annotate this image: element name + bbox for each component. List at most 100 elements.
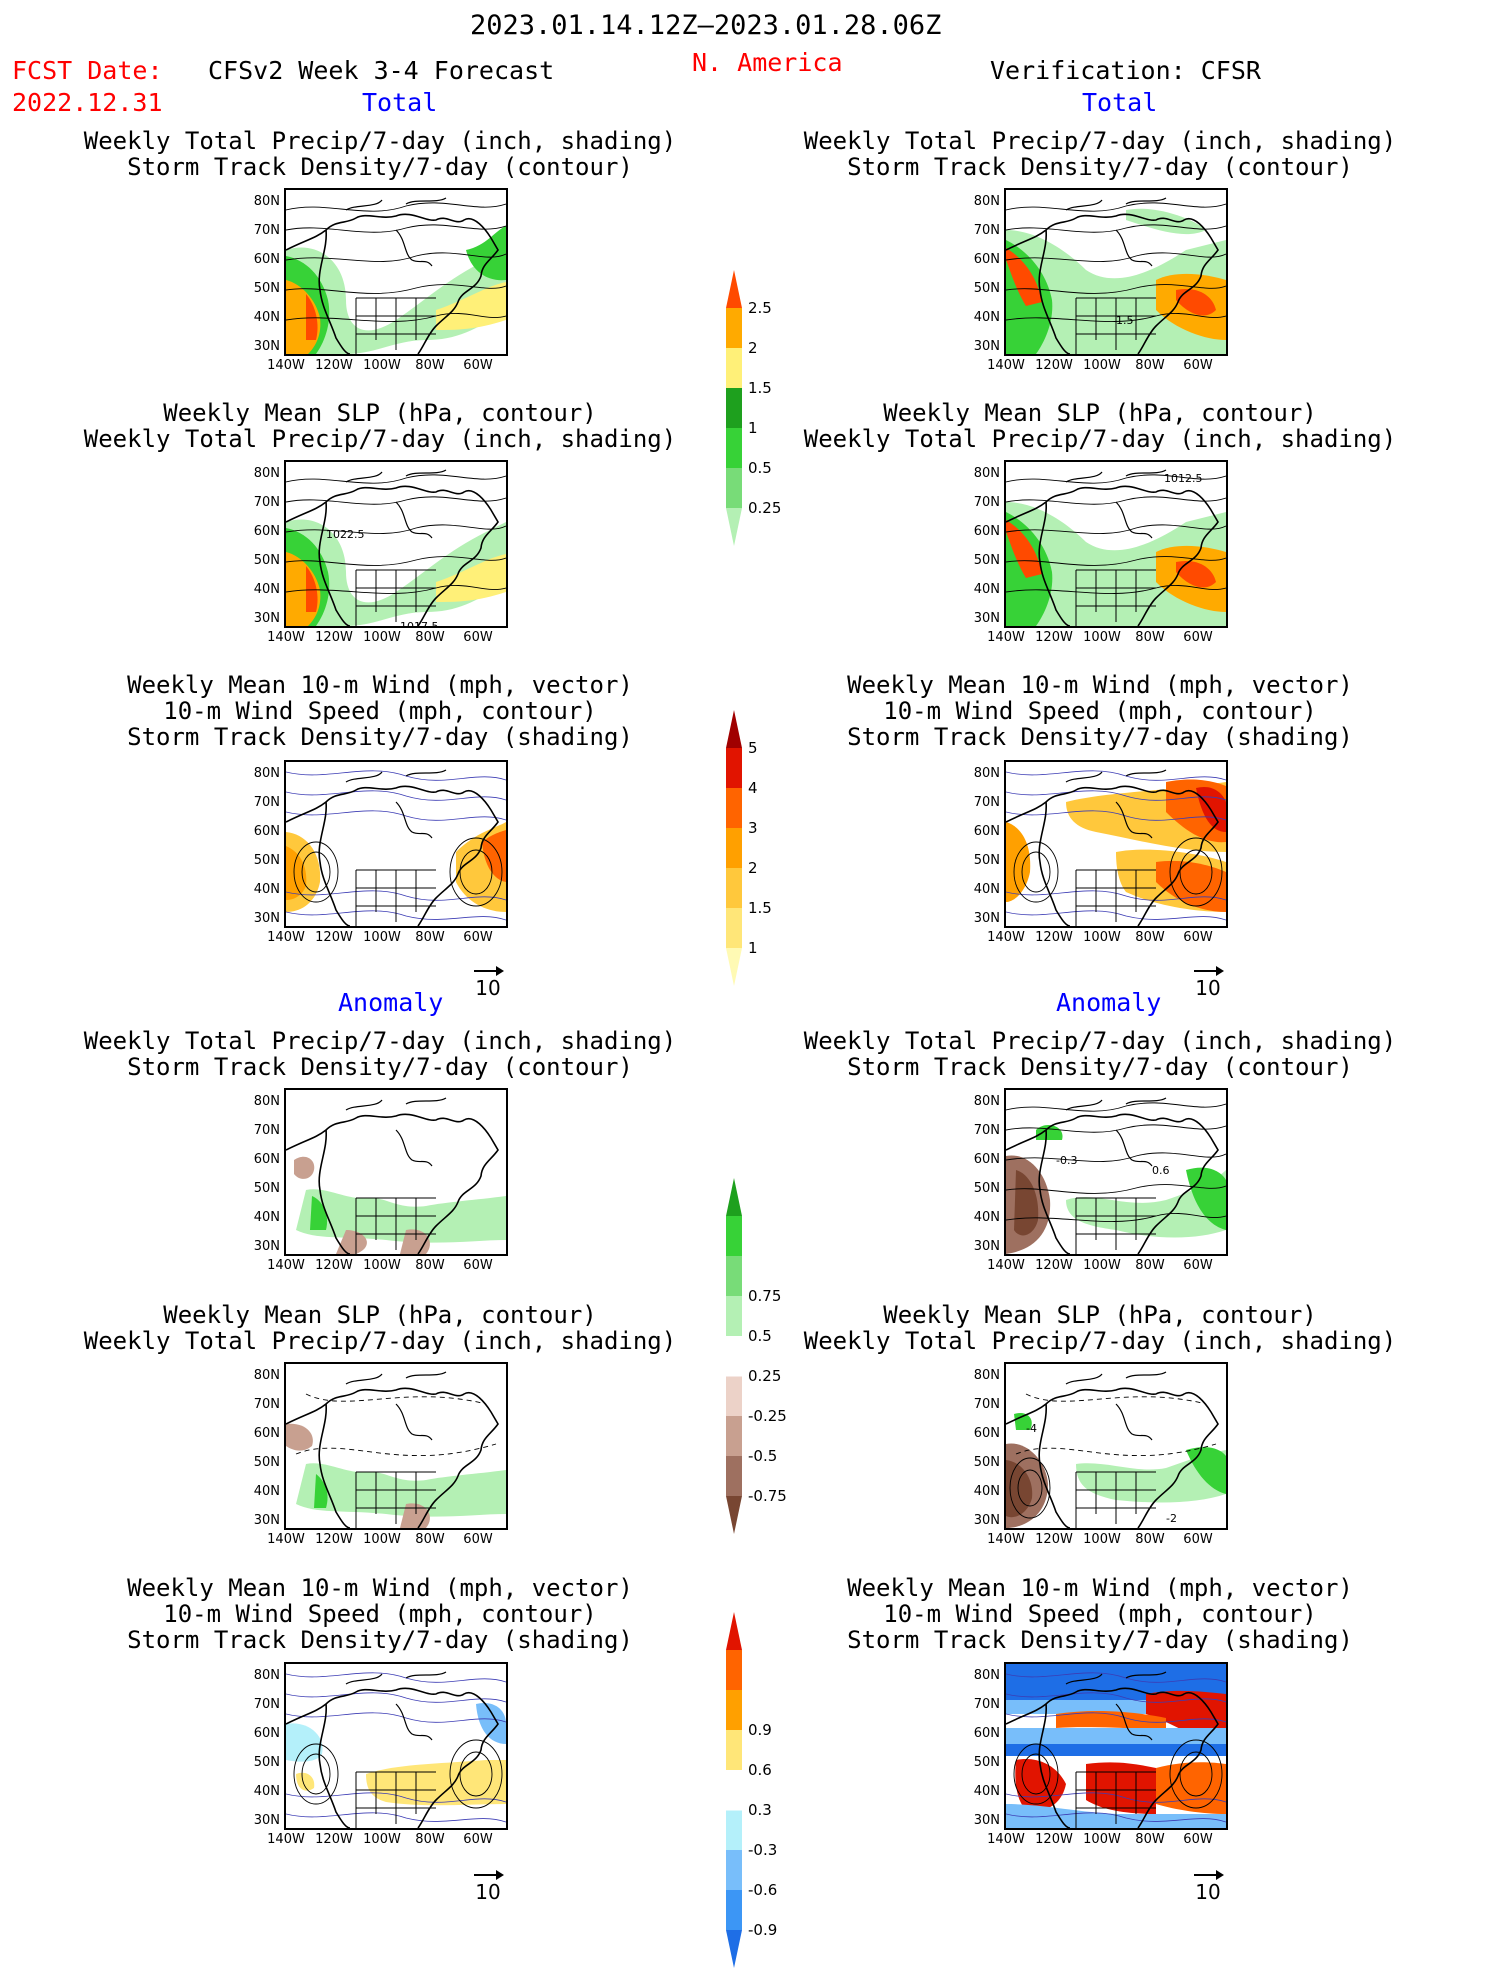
colorbar-swatches xyxy=(725,1178,743,1534)
lat-tick-label: 30N xyxy=(253,1813,280,1828)
lon-tick-label: 60W xyxy=(1183,358,1213,373)
lat-tick-label: 50N xyxy=(973,281,1000,296)
title-line: Weekly Total Precip/7-day (inch, shading… xyxy=(83,1327,677,1355)
lat-tick-label: 30N xyxy=(973,1513,1000,1528)
title-line: Storm Track Density/7-day (contour) xyxy=(847,1053,1353,1081)
lon-tick-label: 60W xyxy=(1183,1832,1213,1847)
colorbar-swatch xyxy=(726,1890,742,1930)
lat-tick-label: 80N xyxy=(253,1668,280,1683)
vector-arrow-icon xyxy=(1188,1870,1228,1880)
lat-tick-label: 60N xyxy=(253,1152,280,1167)
lon-tick-label: 100W xyxy=(1083,930,1121,945)
title-line: Storm Track Density/7-day (shading) xyxy=(127,1626,633,1654)
lon-tick-label: 60W xyxy=(463,358,493,373)
map-fc-precip-anom xyxy=(284,1088,508,1256)
vector-arrow-icon xyxy=(468,1870,508,1880)
contour-label: -0.3 xyxy=(1056,1154,1078,1167)
lat-tick-label: 40N xyxy=(973,882,1000,897)
lon-tick-label: 140W xyxy=(267,1532,305,1547)
lon-tick-label: 80W xyxy=(1135,630,1165,645)
colorbar-tick-label: -0.75 xyxy=(748,1487,787,1505)
lon-tick-label: 80W xyxy=(415,358,445,373)
lon-tick-label: 100W xyxy=(363,1258,401,1273)
vector-ref-label: 10 xyxy=(1195,1880,1221,1904)
lat-tick-label: 40N xyxy=(253,1784,280,1799)
lat-tick-label: 70N xyxy=(253,495,280,510)
lon-tick-label: 80W xyxy=(415,930,445,945)
colorbar-swatch xyxy=(726,468,742,508)
lat-tick-label: 50N xyxy=(253,1755,280,1770)
colorbar-tick-label: 0.6 xyxy=(748,1761,772,1779)
lat-tick-label: 70N xyxy=(973,495,1000,510)
lon-tick-label: 60W xyxy=(463,1532,493,1547)
lat-tick-label: 40N xyxy=(973,1784,1000,1799)
contour-label: -4 xyxy=(1026,1422,1037,1435)
map-ob-slp-precip: 1012.5 xyxy=(1004,460,1228,628)
lon-tick-label: 120W xyxy=(1035,1832,1073,1847)
lon-tick-label: 100W xyxy=(363,630,401,645)
lat-tick-label: 40N xyxy=(973,1484,1000,1499)
colorbar-tick-label: 3 xyxy=(748,819,758,837)
vector-arrow-icon xyxy=(468,966,508,976)
fcst-date-value: 2022.12.31 xyxy=(12,88,163,117)
title-line: Storm Track Density/7-day (contour) xyxy=(847,153,1353,181)
colorbar-swatch xyxy=(726,1850,742,1890)
lon-tick-label: 60W xyxy=(1183,930,1213,945)
colorbar-swatch xyxy=(726,828,742,868)
colorbar-swatch xyxy=(726,1930,742,1968)
period-title: 2023.01.14.12Z–2023.01.28.06Z xyxy=(470,10,942,41)
colorbar-swatch xyxy=(726,1296,742,1336)
map-fc-precip-storm xyxy=(284,188,508,356)
vector-reference: 10 xyxy=(1188,1870,1228,1904)
title-line: Weekly Mean SLP (hPa, contour) xyxy=(163,1301,597,1329)
colorbar-swatch xyxy=(726,788,742,828)
lat-tick-label: 30N xyxy=(253,611,280,626)
lat-tick-label: 30N xyxy=(973,611,1000,626)
panel-fc-wind-anom-title: Weekly Mean 10-m Wind (mph, vector) 10-m … xyxy=(80,1575,680,1653)
vector-ref-label: 10 xyxy=(475,976,501,1000)
colorbar-swatch xyxy=(726,348,742,388)
lon-tick-label: 80W xyxy=(1135,930,1165,945)
lon-tick-label: 140W xyxy=(267,1258,305,1273)
lat-tick-label: 30N xyxy=(973,339,1000,354)
colorbar-tick-label: 0.25 xyxy=(748,499,782,517)
map-ob-wind-anom xyxy=(1004,1662,1228,1830)
map-ob-slp-anom: -4 -2 xyxy=(1004,1362,1228,1530)
colorbar-swatch xyxy=(726,908,742,948)
vector-ref-label: 10 xyxy=(1195,976,1221,1000)
colorbar-swatches xyxy=(726,270,742,546)
panel-fc-precip-anom-title: Weekly Total Precip/7-day (inch, shading… xyxy=(80,1028,680,1080)
colorbar-swatch xyxy=(726,1612,742,1650)
lat-tick-label: 60N xyxy=(973,1152,1000,1167)
slp-label: 1012.5 xyxy=(1164,472,1203,485)
lat-tick-label: 60N xyxy=(973,1426,1000,1441)
lon-tick-label: 140W xyxy=(267,1832,305,1847)
lon-tick-label: 140W xyxy=(987,630,1025,645)
colorbar-tick-label: 0.5 xyxy=(748,1327,772,1345)
vector-reference: 10 xyxy=(468,966,508,1000)
lat-tick-label: 80N xyxy=(973,466,1000,481)
colorbar-tick-label: 0.5 xyxy=(748,459,772,477)
lat-tick-label: 80N xyxy=(973,1094,1000,1109)
section-anomaly-right: Anomaly xyxy=(1056,988,1162,1017)
lon-tick-label: 100W xyxy=(363,1532,401,1547)
lat-tick-label: 70N xyxy=(973,223,1000,238)
colorbar-swatch xyxy=(726,948,742,986)
lat-tick-label: 70N xyxy=(973,1397,1000,1412)
colorbar-swatch xyxy=(726,748,742,788)
title-line: Storm Track Density/7-day (shading) xyxy=(847,723,1353,751)
lat-tick-label: 50N xyxy=(253,1181,280,1196)
colorbar-swatch xyxy=(726,388,742,428)
lat-tick-label: 70N xyxy=(973,795,1000,810)
lon-tick-label: 140W xyxy=(987,1532,1025,1547)
lon-tick-label: 80W xyxy=(415,630,445,645)
lat-tick-label: 60N xyxy=(973,824,1000,839)
lon-tick-label: 140W xyxy=(987,1832,1025,1847)
lat-tick-label: 40N xyxy=(253,582,280,597)
vector-ref-label: 10 xyxy=(475,1880,501,1904)
title-line: Weekly Mean 10-m Wind (mph, vector) xyxy=(127,1574,633,1602)
slp-label: 1017.5 xyxy=(400,620,439,628)
title-line: Weekly Mean 10-m Wind (mph, vector) xyxy=(847,671,1353,699)
lon-tick-label: 100W xyxy=(1083,630,1121,645)
lon-tick-label: 140W xyxy=(987,358,1025,373)
